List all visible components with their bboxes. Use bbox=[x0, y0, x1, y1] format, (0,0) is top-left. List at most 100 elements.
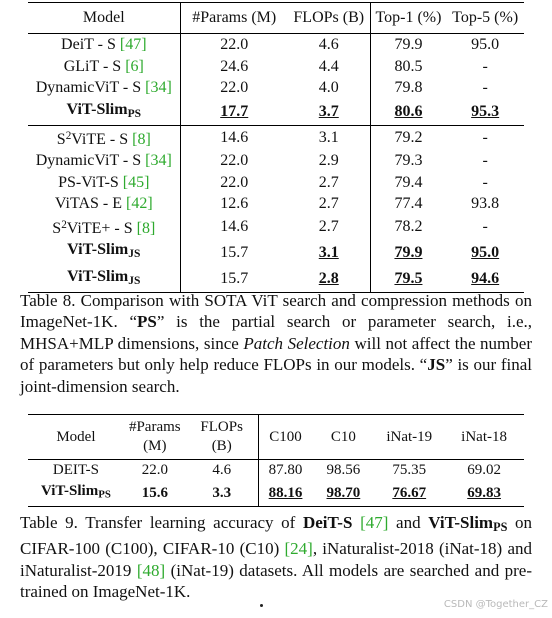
table-row: DynamicViT - S [34] 22.0 4.0 79.8 - bbox=[28, 77, 524, 99]
citation-link[interactable]: [42] bbox=[126, 195, 153, 213]
citation-link[interactable]: [8] bbox=[136, 219, 156, 237]
header-model: Model bbox=[28, 2, 181, 34]
model-cell: S2ViTE - S [8] bbox=[28, 124, 181, 151]
top1-cell: 77.4 bbox=[394, 195, 423, 213]
table-row: DEIT-S 22.0 4.6 87.80 98.56 75.35 69.02 bbox=[28, 459, 524, 481]
top1-cell: 79.4 bbox=[394, 173, 423, 191]
inat19-cell: 75.35 bbox=[392, 462, 427, 478]
top5-cell: - bbox=[482, 57, 488, 75]
citation-link[interactable]: [48] bbox=[136, 560, 166, 580]
params-cell: 24.6 bbox=[220, 57, 249, 75]
model-cell: DynamicViT - S [34] bbox=[28, 150, 181, 172]
citation-link[interactable]: [47] bbox=[360, 513, 389, 532]
table-8: Model #Params (M) FLOPs (B) Top-1 (%) To… bbox=[28, 2, 524, 294]
c100-cell: 87.80 bbox=[268, 462, 303, 478]
table-row-ours: ViT-SlimJS 15.7 2.8 79.5 94.6 bbox=[28, 265, 524, 294]
top5-cell: 95.3 bbox=[471, 102, 500, 120]
flops-cell: 2.8 bbox=[287, 265, 371, 294]
watermark: CSDN @Together_CZ bbox=[443, 599, 548, 610]
params-cell: 14.6 bbox=[180, 124, 288, 151]
top1-cell: 79.3 bbox=[394, 152, 423, 170]
citation-link[interactable]: [34] bbox=[145, 79, 172, 96]
flops-cell: 3.7 bbox=[287, 98, 371, 126]
citation-link[interactable]: [45] bbox=[122, 173, 150, 191]
model-cell: DEIT-S bbox=[52, 462, 99, 478]
inat19-cell: 76.67 bbox=[374, 481, 445, 507]
model-cell: ViTAS - E [42] bbox=[28, 193, 181, 215]
table-row: ViTAS - E [42] 12.6 2.7 77.4 93.8 bbox=[28, 193, 524, 215]
header-c100: C100 bbox=[258, 414, 313, 460]
flops-cell: 4.6 bbox=[185, 459, 259, 481]
header-params: #Params (M) bbox=[180, 2, 288, 34]
table-row: DeiT - S [47] 22.0 4.6 79.9 95.0 bbox=[28, 33, 524, 56]
params-cell: 15.6 bbox=[123, 481, 186, 507]
params-cell: 15.7 bbox=[180, 265, 288, 294]
flops-cell: 3.1 bbox=[287, 124, 371, 151]
top1-cell: 79.9 bbox=[394, 243, 423, 261]
header-inat19: iNat-19 bbox=[374, 414, 445, 460]
header-model: Model bbox=[28, 414, 124, 460]
header-inat18: iNat-18 bbox=[444, 414, 524, 460]
stray-dot bbox=[260, 604, 263, 607]
table-row: PS-ViT-S [45] 22.0 2.7 79.4 - bbox=[28, 171, 524, 194]
params-cell: 15.7 bbox=[220, 243, 249, 261]
params-cell: 14.6 bbox=[220, 218, 249, 236]
header-top1: Top-1 (%) bbox=[370, 2, 447, 34]
params-cell: 22.0 bbox=[220, 173, 249, 191]
flops-cell: 4.0 bbox=[287, 77, 371, 99]
table-row: S2ViTE - S [8] 14.6 3.1 79.2 - bbox=[28, 124, 524, 151]
header-top5: Top-5 (%) bbox=[446, 2, 524, 34]
params-cell: 22.0 bbox=[220, 36, 249, 53]
top1-cell: 79.8 bbox=[394, 79, 423, 96]
citation-link[interactable]: [24] bbox=[284, 539, 313, 559]
top5-cell: 95.0 bbox=[471, 243, 500, 261]
table-9-header-row: Model #Params (M) FLOPs (B) C100 C10 iNat-… bbox=[28, 414, 524, 460]
params-cell: 12.6 bbox=[220, 195, 249, 213]
top5-cell: 93.8 bbox=[471, 195, 500, 213]
table-row-ours: ViT-SlimJS 15.7 3.1 79.9 95.0 bbox=[28, 239, 524, 266]
table-8-header-row: Model #Params (M) FLOPs (B) Top-1 (%) To… bbox=[28, 2, 524, 34]
params-cell: 22.0 bbox=[220, 152, 249, 170]
params-cell: 17.7 bbox=[220, 102, 249, 120]
header-c10: C10 bbox=[312, 414, 375, 460]
inat18-cell: 69.83 bbox=[444, 481, 524, 507]
table-row: S2ViTE+ - S [8] 14.6 2.7 78.2 - bbox=[28, 214, 524, 240]
table-9-caption: Table 9. Transfer learning accuracy of D… bbox=[20, 513, 533, 602]
inat18-cell: 69.02 bbox=[467, 462, 501, 478]
c100-cell: 88.16 bbox=[258, 481, 313, 507]
citation-link[interactable]: [34] bbox=[145, 152, 172, 170]
top5-cell: 94.6 bbox=[446, 265, 524, 294]
top5-cell: - bbox=[482, 79, 488, 96]
flops-cell: 2.7 bbox=[287, 171, 371, 194]
model-cell: S2ViTE+ - S [8] bbox=[28, 214, 181, 240]
top1-cell: 79.2 bbox=[370, 124, 447, 151]
citation-link[interactable]: [8] bbox=[132, 130, 151, 148]
model-cell: PS-ViT-S [45] bbox=[28, 171, 181, 194]
model-cell: ViT-SlimPS bbox=[28, 98, 181, 126]
top1-cell: 80.6 bbox=[394, 102, 423, 120]
table-9: Model #Params (M) FLOPs (B) C100 C10 iNat-… bbox=[28, 414, 524, 507]
top1-cell: 78.2 bbox=[394, 218, 423, 236]
model-cell: DynamicViT - S [34] bbox=[28, 77, 181, 99]
table-8-caption: Table 8. Comparison with SOTA ViT search… bbox=[20, 291, 533, 396]
model-cell: ViT-SlimJS bbox=[28, 239, 181, 266]
top5-cell: - bbox=[446, 124, 524, 151]
c10-cell: 98.56 bbox=[326, 462, 361, 478]
c10-cell: 98.70 bbox=[312, 481, 375, 507]
citation-link[interactable]: [6] bbox=[125, 57, 144, 75]
header-flops: FLOPs (B) bbox=[185, 414, 259, 460]
flops-cell: 3.3 bbox=[185, 481, 259, 507]
model-cell: ViT-SlimPS bbox=[28, 481, 124, 507]
params-cell: 22.0 bbox=[141, 462, 168, 478]
model-cell: GLiT - S [6] bbox=[28, 55, 181, 77]
flops-cell: 2.9 bbox=[287, 150, 371, 172]
top5-cell: - bbox=[482, 152, 488, 170]
top1-cell: 79.5 bbox=[370, 265, 447, 294]
top5-cell: - bbox=[482, 218, 488, 236]
flops-cell: 4.6 bbox=[287, 33, 371, 56]
params-cell: 22.0 bbox=[220, 79, 249, 96]
flops-cell: 4.4 bbox=[287, 55, 371, 77]
flops-cell: 2.7 bbox=[287, 193, 371, 215]
citation-link[interactable]: [47] bbox=[119, 36, 147, 53]
top1-cell: 79.9 bbox=[394, 36, 423, 53]
